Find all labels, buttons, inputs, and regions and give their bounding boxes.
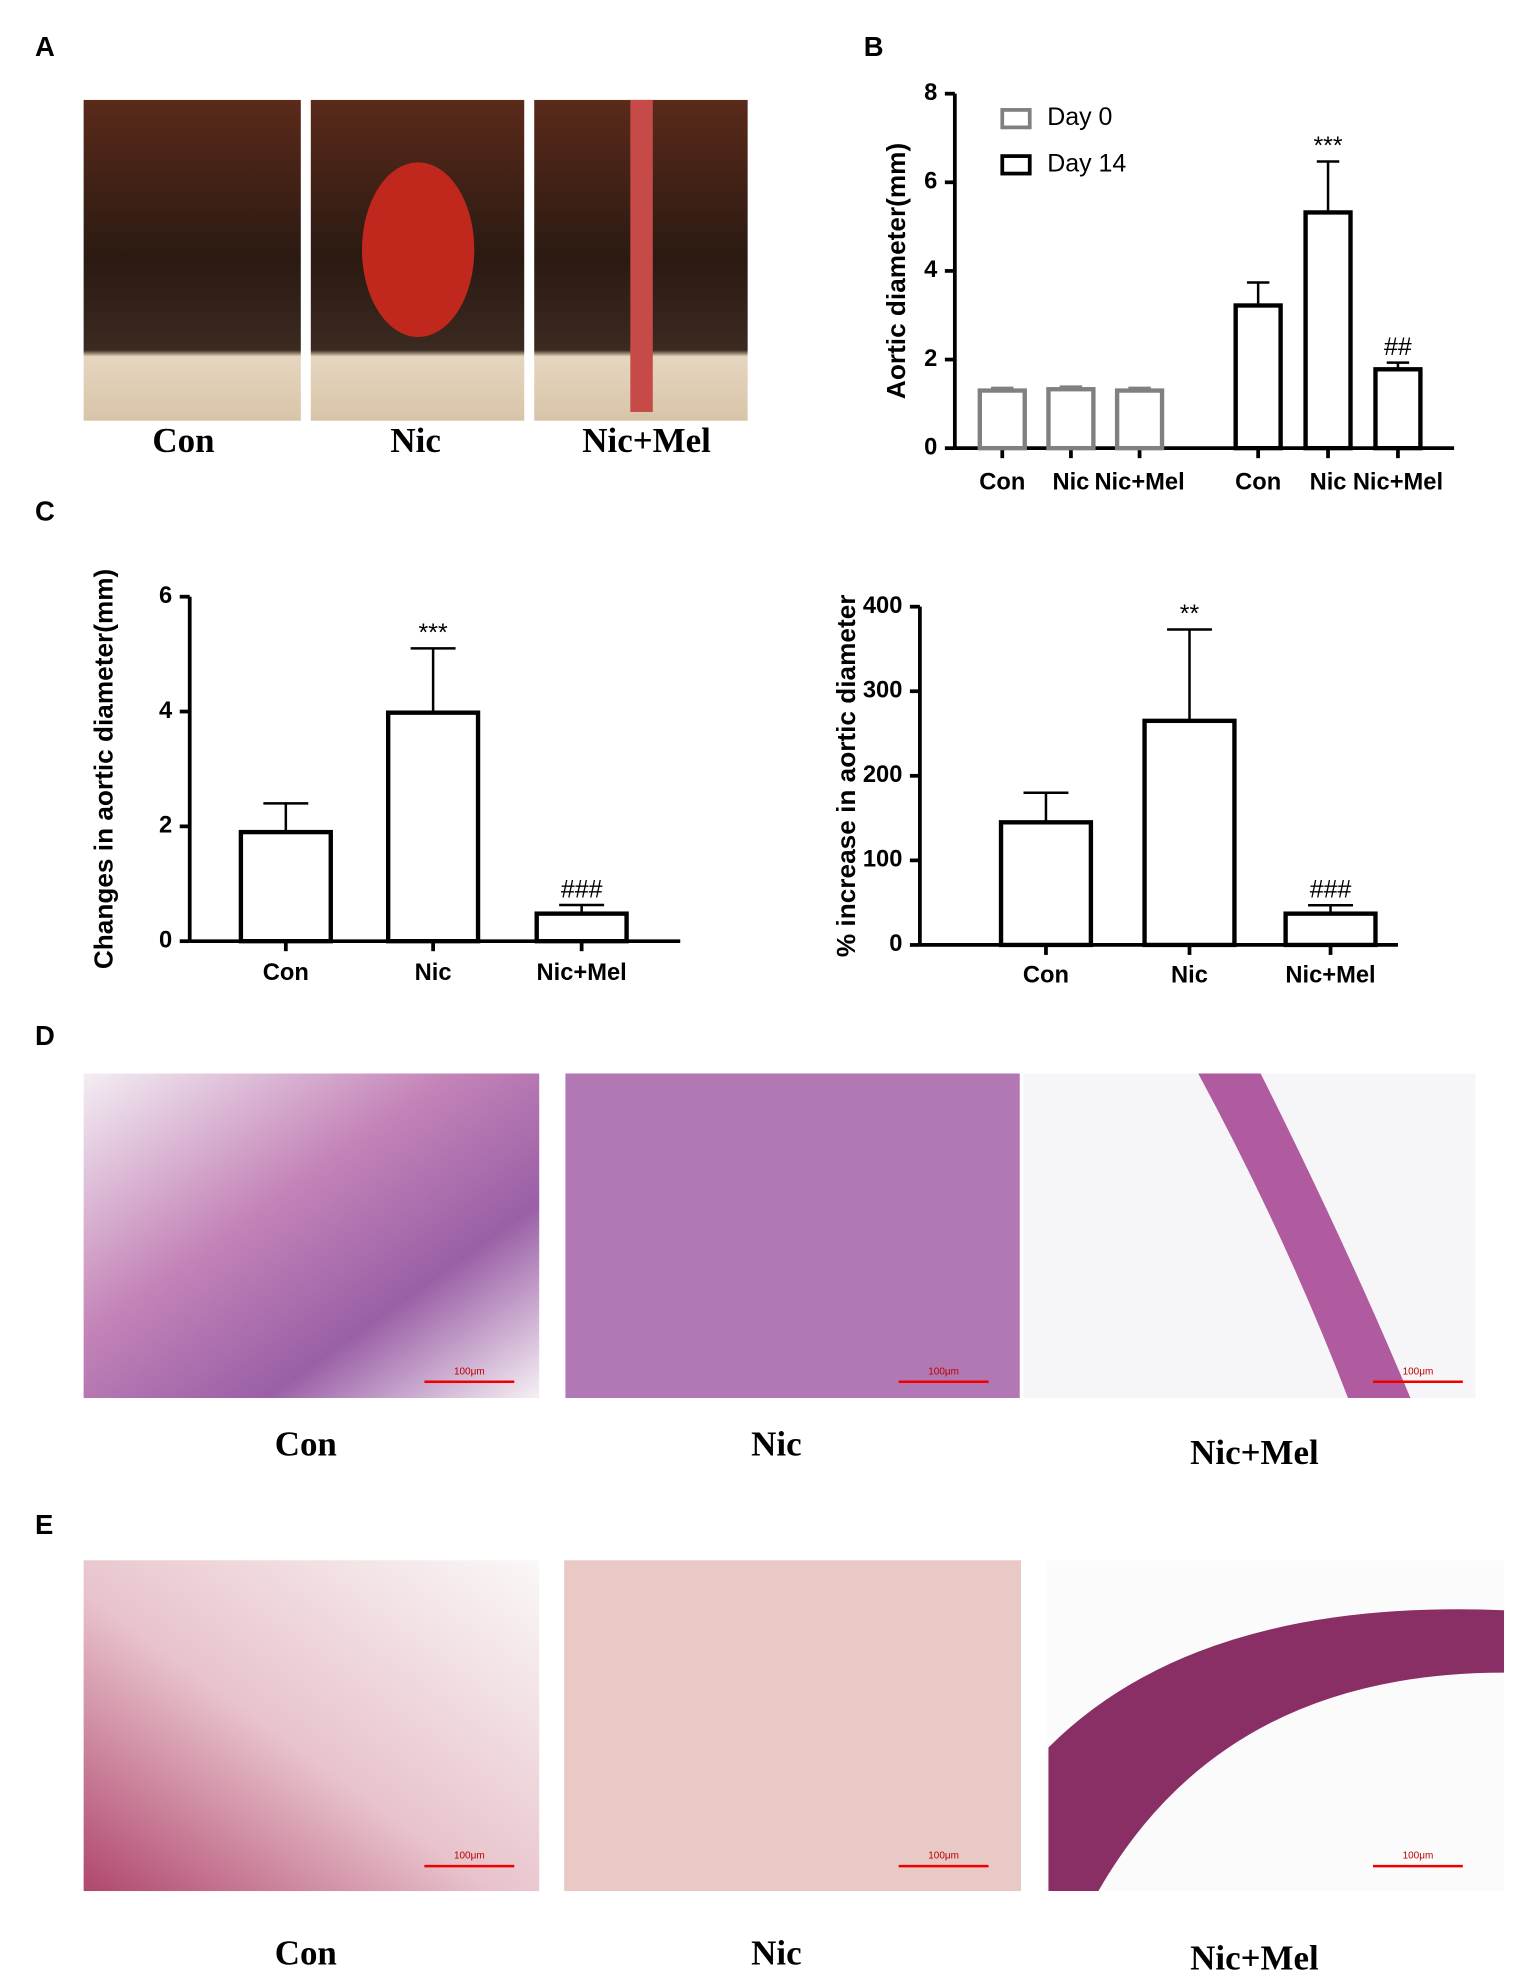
annotation: ### <box>561 876 603 904</box>
bar <box>1283 911 1378 948</box>
panel-label: D <box>35 1020 55 1051</box>
x-tick-label: Nic+Mel <box>1285 962 1375 988</box>
bar <box>1046 387 1096 451</box>
annotation: ## <box>1384 333 1412 361</box>
annotation: *** <box>1313 132 1342 160</box>
y-tick-label: 4 <box>159 698 173 724</box>
bar <box>534 911 629 944</box>
caption: Nic <box>751 1424 801 1463</box>
y-tick-label: 8 <box>924 80 937 106</box>
y-tick-label: 0 <box>159 927 172 953</box>
bar <box>1233 303 1283 451</box>
scale-bar-label: 100μm <box>928 1851 959 1862</box>
annotation: *** <box>419 619 448 647</box>
y-tick-label: 300 <box>863 678 903 704</box>
y-axis-label: % increase in aortic diameter <box>831 594 861 957</box>
photo <box>83 1560 540 1892</box>
y-tick-label: 4 <box>924 257 938 283</box>
tissue <box>1198 1073 1411 1399</box>
caption: Nic <box>390 421 440 460</box>
bar <box>1373 367 1423 451</box>
caption: Con <box>275 1424 337 1463</box>
x-tick-label: Nic <box>415 960 452 986</box>
caption: Nic <box>751 1934 801 1971</box>
y-tick-label: 100 <box>863 847 903 873</box>
x-tick-label: Con <box>1235 469 1281 495</box>
annotation: ** <box>1180 600 1200 628</box>
photo <box>83 1073 540 1399</box>
x-tick-label: Con <box>1023 962 1069 988</box>
bar <box>1142 718 1237 948</box>
bar <box>385 710 481 944</box>
x-tick-label: Nic+Mel <box>1094 469 1184 495</box>
x-tick-label: Nic+Mel <box>537 960 627 986</box>
photo <box>564 1560 1021 1892</box>
x-tick-label: Nic <box>1052 469 1089 495</box>
y-axis-label: Changes in aortic diameter(mm) <box>88 569 118 969</box>
x-tick-label: Nic <box>1310 469 1347 495</box>
scale-bar-label: 100μm <box>454 1366 485 1377</box>
x-tick-label: Con <box>979 469 1025 495</box>
scale-bar-label: 100μm <box>454 1851 485 1862</box>
photos: 100μm 100μm 100μm 100μm 100μm 100μm <box>83 99 1505 1892</box>
y-tick-label: 6 <box>159 583 172 609</box>
scale-bar-label: 100μm <box>1403 1366 1434 1377</box>
bar <box>977 388 1027 451</box>
photo <box>83 99 301 421</box>
x-tick-label: Nic <box>1171 962 1208 988</box>
caption: Nic+Mel <box>1190 1433 1319 1472</box>
y-tick-label: 6 <box>924 169 937 195</box>
bar <box>998 820 1094 948</box>
y-tick-label: 2 <box>159 813 172 839</box>
x-tick-label: Nic+Mel <box>1353 469 1443 495</box>
aorta <box>361 162 475 338</box>
caption: Nic+Mel <box>582 421 711 460</box>
legend-label: Day 14 <box>1047 149 1126 177</box>
scale-bar-label: 100μm <box>1403 1851 1434 1862</box>
bar <box>238 829 333 944</box>
legend-label: Day 0 <box>1047 103 1112 131</box>
x-tick-label: Con <box>263 960 309 986</box>
y-tick-label: 2 <box>924 346 937 372</box>
panel-label: E <box>35 1509 53 1540</box>
scale-bar-label: 100μm <box>928 1366 959 1377</box>
y-tick-label: 0 <box>924 434 937 460</box>
caption: Nic+Mel <box>1190 1939 1319 1971</box>
y-axis-label: Aortic diameter(mm) <box>881 143 911 399</box>
y-tick-label: 0 <box>889 931 902 957</box>
panel-label: A <box>35 31 55 62</box>
panel-label: C <box>35 496 55 527</box>
y-tick-label: 400 <box>863 593 903 619</box>
panel-label: B <box>864 31 884 62</box>
bar <box>1114 388 1165 451</box>
caption: Con <box>152 421 214 460</box>
caption: Con <box>275 1934 337 1971</box>
aorta <box>630 99 653 412</box>
tissue <box>1048 1609 1505 1892</box>
legend-swatch <box>1000 108 1032 130</box>
photo <box>565 1073 1020 1399</box>
bar <box>1303 210 1353 451</box>
y-tick-label: 200 <box>863 762 903 788</box>
annotation: ### <box>1310 876 1352 904</box>
legend-swatch <box>1000 154 1032 176</box>
